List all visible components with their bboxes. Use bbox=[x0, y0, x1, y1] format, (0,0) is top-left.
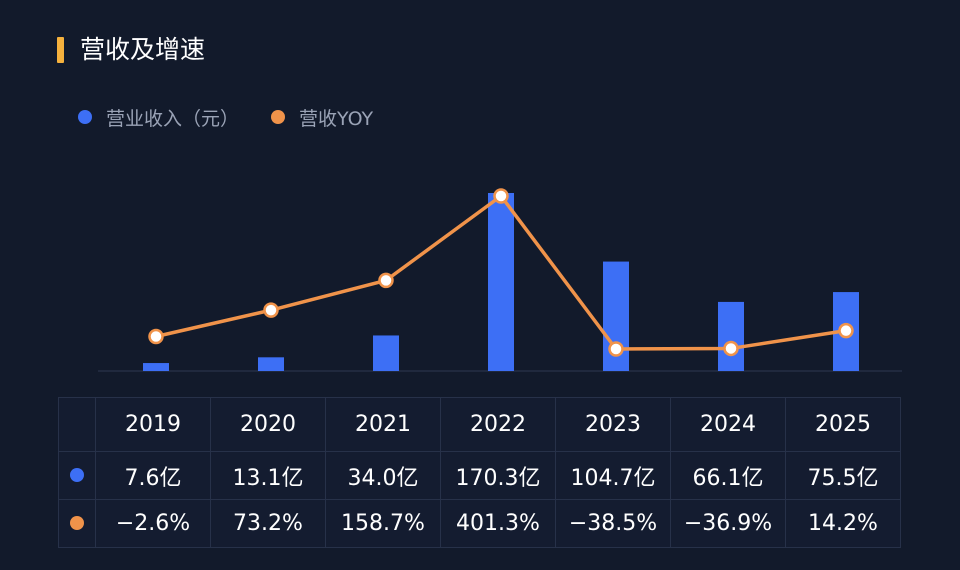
revenue-value: 170.3亿 bbox=[440, 451, 556, 500]
chart-plot bbox=[98, 188, 902, 372]
yoy-value: 73.2% bbox=[210, 499, 326, 548]
revenue-bar[interactable] bbox=[258, 357, 284, 371]
revenue-dot-icon bbox=[70, 468, 84, 482]
yoy-point[interactable] bbox=[493, 188, 509, 204]
legend-item-yoy[interactable]: 营收YOY bbox=[271, 104, 373, 131]
yoy-value: −2.6% bbox=[95, 499, 211, 548]
legend-revenue-dot-icon bbox=[78, 110, 92, 124]
yoy-value: −38.5% bbox=[555, 499, 671, 548]
legend-item-revenue[interactable]: 营业收入（元） bbox=[78, 104, 239, 131]
row-marker-cell bbox=[58, 499, 96, 548]
revenue-bar[interactable] bbox=[718, 301, 744, 371]
category-label: 2022 bbox=[440, 397, 556, 452]
table-header-row: 2019 2020 2021 2022 2023 2024 2025 bbox=[58, 397, 901, 452]
yoy-dot-icon bbox=[70, 516, 84, 530]
revenue-bar[interactable] bbox=[488, 193, 514, 371]
table-row-revenue: 7.6亿 13.1亿 34.0亿 170.3亿 104.7亿 66.1亿 75.… bbox=[58, 451, 901, 500]
legend-yoy-dot-icon bbox=[271, 110, 286, 124]
category-label: 2021 bbox=[325, 397, 441, 452]
yoy-value: 158.7% bbox=[325, 499, 441, 548]
revenue-value: 13.1亿 bbox=[210, 451, 326, 500]
revenue-value: 104.7亿 bbox=[555, 451, 671, 500]
yoy-value: 401.3% bbox=[440, 499, 556, 548]
category-label: 2019 bbox=[95, 397, 211, 452]
yoy-value: 14.2% bbox=[785, 499, 901, 548]
yoy-point[interactable] bbox=[263, 302, 279, 318]
yoy-value: −36.9% bbox=[670, 499, 786, 548]
category-label: 2025 bbox=[785, 397, 901, 452]
yoy-point[interactable] bbox=[608, 341, 624, 357]
legend-yoy-label: 营收YOY bbox=[299, 107, 374, 130]
legend-revenue-label: 营业收入（元） bbox=[106, 107, 240, 130]
revenue-value: 7.6亿 bbox=[95, 451, 211, 500]
yoy-point[interactable] bbox=[378, 272, 394, 289]
yoy-point[interactable] bbox=[148, 328, 164, 345]
table-corner-cell bbox=[58, 397, 96, 452]
revenue-bar[interactable] bbox=[373, 335, 399, 371]
legend: 营业收入（元） 营收YOY bbox=[78, 104, 405, 130]
revenue-value: 66.1亿 bbox=[670, 451, 786, 500]
revenue-value: 75.5亿 bbox=[785, 451, 901, 500]
yoy-point[interactable] bbox=[838, 322, 854, 339]
chart-title: 营收及增速 bbox=[80, 35, 206, 64]
row-marker-cell bbox=[58, 451, 96, 500]
table-row-yoy: −2.6% 73.2% 158.7% 401.3% −38.5% −36.9% … bbox=[58, 499, 901, 548]
yoy-point[interactable] bbox=[723, 340, 739, 357]
category-label: 2024 bbox=[670, 397, 786, 452]
data-table: 2019 2020 2021 2022 2023 2024 2025 7.6亿 … bbox=[58, 397, 901, 548]
category-label: 2023 bbox=[555, 397, 671, 452]
revenue-bar[interactable] bbox=[143, 363, 169, 371]
category-label: 2020 bbox=[210, 397, 326, 452]
title-accent-bar bbox=[57, 37, 64, 63]
revenue-value: 34.0亿 bbox=[325, 451, 441, 500]
